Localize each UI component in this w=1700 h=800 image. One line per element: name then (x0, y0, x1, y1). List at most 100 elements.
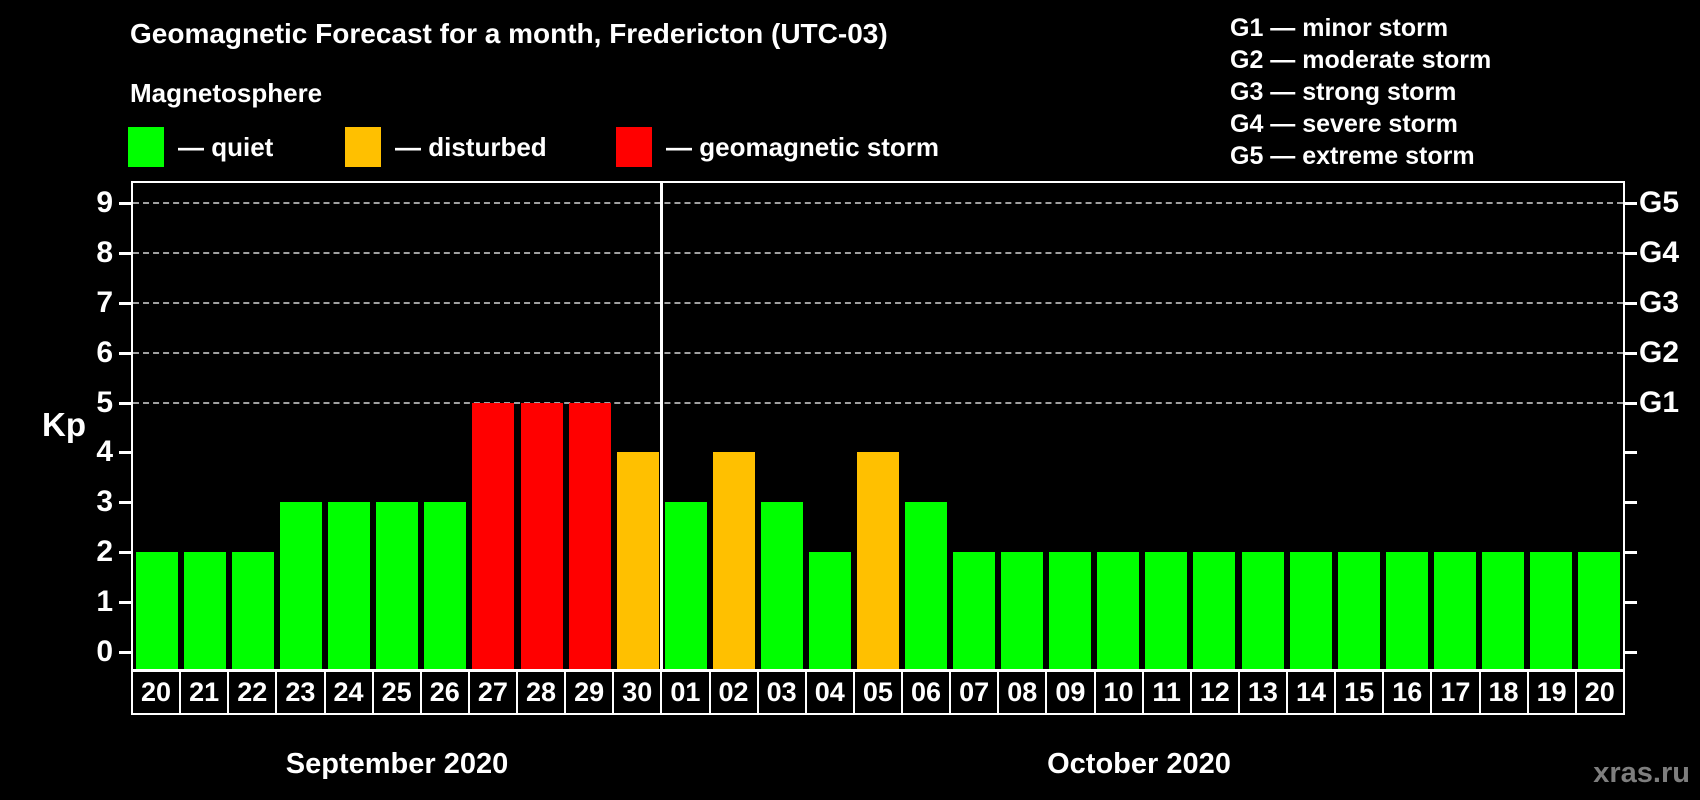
day-label: 09 (1047, 671, 1096, 713)
kp-bar-13 (1241, 552, 1284, 670)
day-label: 07 (951, 671, 1000, 713)
day-label: 02 (711, 671, 759, 713)
day-label: 20 (133, 671, 182, 713)
day-label: 28 (518, 671, 567, 713)
right-tick-7 (1625, 301, 1637, 305)
day-label: 19 (1529, 671, 1577, 713)
day-label: 15 (1336, 671, 1385, 713)
left-tick-3 (119, 501, 131, 505)
day-label: 08 (999, 671, 1048, 713)
kp-bar-19 (1529, 552, 1572, 670)
day-label: 27 (470, 671, 518, 713)
legend-item-quiet: — quiet (128, 127, 273, 167)
kp-bar-01 (664, 502, 707, 670)
kp-bar-16 (1385, 552, 1428, 670)
quiet-legend-label: — quiet (178, 131, 274, 162)
month-label-october: October 2020 (1047, 748, 1231, 780)
day-label: 12 (1192, 671, 1240, 713)
left-tick-1 (119, 601, 131, 605)
kp-bar-04 (808, 552, 851, 670)
magnetosphere-label: Magnetosphere (130, 78, 323, 108)
day-label: 26 (422, 671, 470, 713)
kp-tick-label-7: 7 (96, 285, 113, 319)
watermark: xras.ru (1593, 757, 1690, 789)
kp-bar-22 (232, 552, 275, 670)
kp-tick-label-9: 9 (96, 185, 113, 219)
g2-legend-line: G2 — moderate storm (1230, 46, 1492, 74)
g-scale-label-g4: G4 (1639, 235, 1680, 269)
day-label: 21 (181, 671, 230, 713)
kp-tick-label-0: 0 (96, 635, 113, 668)
kp-bar-18 (1481, 552, 1524, 670)
left-tick-4 (119, 451, 131, 455)
day-label: 04 (807, 671, 855, 713)
kp-bar-24 (328, 502, 371, 670)
kp-bar-07 (953, 552, 996, 670)
day-label: 11 (1144, 671, 1192, 713)
kp-bar-21 (184, 552, 227, 670)
plot-area: 0 1 2 3 4 5 6 7 8 9 G1 G2 G3 G4 G5 (96, 181, 1679, 672)
day-label: 06 (903, 671, 952, 713)
kp-tick-label-6: 6 (96, 335, 113, 369)
day-label: 25 (374, 671, 422, 713)
kp-bar-02 (712, 452, 755, 670)
g-scale-label-g5: G5 (1639, 185, 1680, 219)
g-scale-label-g2: G2 (1639, 335, 1680, 369)
kp-bar-17 (1433, 552, 1476, 670)
kp-bar-20 (136, 552, 179, 670)
right-tick-4 (1625, 451, 1637, 455)
kp-bar-29 (568, 402, 611, 670)
legend-item-disturbed: — disturbed (345, 127, 547, 167)
day-label: 30 (614, 671, 663, 713)
day-label: 16 (1384, 671, 1433, 713)
day-label: 14 (1288, 671, 1337, 713)
right-tick-6 (1625, 351, 1637, 355)
left-tick-0 (119, 651, 131, 654)
day-label: 24 (326, 671, 374, 713)
storm-color-swatch (616, 127, 652, 167)
left-tick-8 (119, 251, 131, 255)
disturbed-legend-label: — disturbed (395, 131, 547, 162)
kp-tick-label-3: 3 (96, 485, 113, 519)
kp-bar-27 (472, 402, 515, 670)
kp-bar-11 (1145, 552, 1188, 670)
gridline-kp9 (133, 201, 1623, 204)
right-tick-2 (1625, 551, 1637, 555)
legend-item-storm: — geomagnetic storm (616, 127, 939, 167)
day-label: 05 (855, 671, 903, 713)
kp-bar-26 (424, 502, 467, 670)
day-label: 10 (1096, 671, 1144, 713)
gridline-kp8 (133, 251, 1623, 254)
kp-bar-03 (760, 502, 803, 670)
kp-bar-14 (1289, 552, 1332, 670)
left-tick-5 (119, 401, 131, 405)
day-label: 01 (662, 671, 711, 713)
day-label: 03 (759, 671, 807, 713)
left-tick-7 (119, 301, 131, 305)
day-label: 23 (277, 671, 326, 713)
kp-tick-label-1: 1 (96, 585, 113, 619)
kp-tick-label-4: 4 (96, 435, 113, 469)
right-tick-8 (1625, 251, 1637, 255)
kp-tick-label-2: 2 (96, 535, 113, 569)
kp-bar-05 (857, 452, 899, 670)
kp-bar-06 (905, 502, 948, 670)
right-tick-1 (1625, 601, 1637, 605)
day-label: 13 (1240, 671, 1288, 713)
kp-bar-08 (1001, 552, 1044, 670)
gridline-kp7 (133, 301, 1623, 304)
left-tick-2 (119, 551, 131, 555)
kp-bar-10 (1097, 552, 1140, 670)
right-tick-0 (1625, 651, 1637, 654)
y-axis-title: Kp (42, 406, 86, 443)
g5-legend-line: G5 — extreme storm (1230, 142, 1475, 170)
day-label: 29 (566, 671, 615, 713)
day-label: 18 (1481, 671, 1529, 713)
g-scale-label-g3: G3 (1639, 285, 1680, 319)
g4-legend-line: G4 — severe storm (1230, 110, 1458, 138)
kp-bar-15 (1337, 552, 1380, 670)
kp-bar-23 (280, 502, 323, 670)
kp-bar-09 (1049, 552, 1092, 670)
day-label: 17 (1432, 671, 1481, 713)
gridline-kp5 (133, 401, 1623, 404)
